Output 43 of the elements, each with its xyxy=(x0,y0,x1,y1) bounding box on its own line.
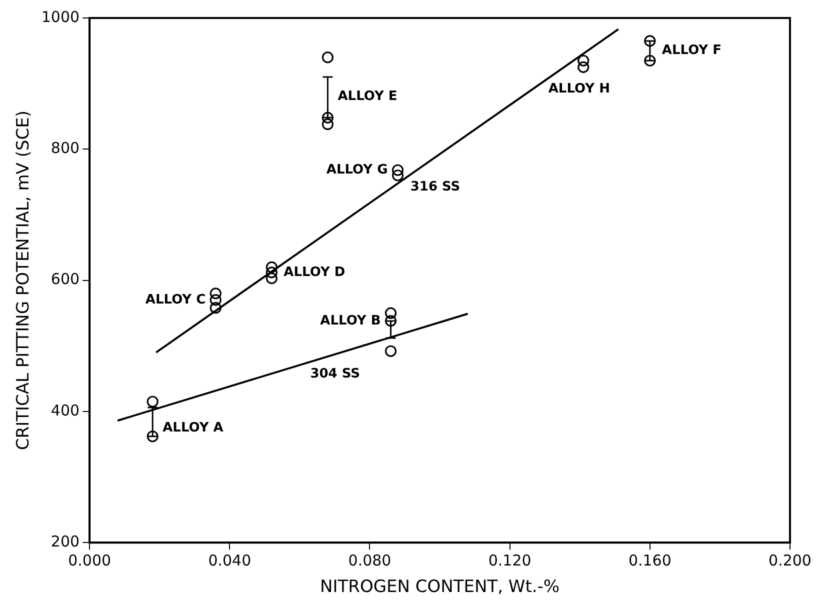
point xyxy=(392,170,404,182)
x-tick-label: 0.120 xyxy=(488,551,532,570)
y-tick-label: 600 xyxy=(50,270,80,288)
point xyxy=(384,307,397,319)
point xyxy=(266,272,278,284)
annotation: ALLOY H xyxy=(548,82,610,97)
annotation: ALLOY F xyxy=(662,43,722,58)
point xyxy=(322,112,334,124)
annotation: ALLOY C xyxy=(145,292,206,308)
y-tick-label: 800 xyxy=(50,139,80,158)
point xyxy=(146,396,158,408)
x-tick-label: 0.040 xyxy=(208,551,252,570)
annotation: ALLOY B xyxy=(320,313,381,328)
y-tick-label: 1000 xyxy=(41,8,80,26)
point xyxy=(384,345,397,357)
point xyxy=(644,54,656,66)
x-tick-label: 0.200 xyxy=(768,551,812,570)
point xyxy=(266,266,278,278)
series-label: 316 SS xyxy=(410,180,460,194)
annotation: ALLOY A xyxy=(162,420,224,436)
annotation: ALLOY E xyxy=(338,89,398,104)
annotation: ALLOY G xyxy=(326,162,388,178)
point xyxy=(210,288,222,300)
point xyxy=(322,118,334,130)
point xyxy=(644,35,656,47)
point xyxy=(210,294,222,306)
annotation: ALLOY D xyxy=(284,264,346,280)
point xyxy=(266,261,278,273)
point xyxy=(392,164,404,176)
point xyxy=(146,430,158,442)
point xyxy=(210,302,222,314)
x-tick-label: 0.160 xyxy=(628,551,672,570)
y-tick-label: 400 xyxy=(50,401,80,420)
y-tick-label: 200 xyxy=(50,532,80,550)
point xyxy=(384,315,397,327)
point xyxy=(322,52,334,64)
x-tick-label: 0.000 xyxy=(68,551,112,570)
x-axis-title: NITROGEN CONTENT, Wt.-% xyxy=(320,577,560,598)
point xyxy=(578,61,590,73)
series-label: 304 SS xyxy=(310,366,360,382)
point xyxy=(578,54,590,66)
x-tick-label: 0.080 xyxy=(348,551,392,570)
y-axis-title: CRITICAL PITTING POTENTIAL, mV (SCE) xyxy=(14,110,34,450)
